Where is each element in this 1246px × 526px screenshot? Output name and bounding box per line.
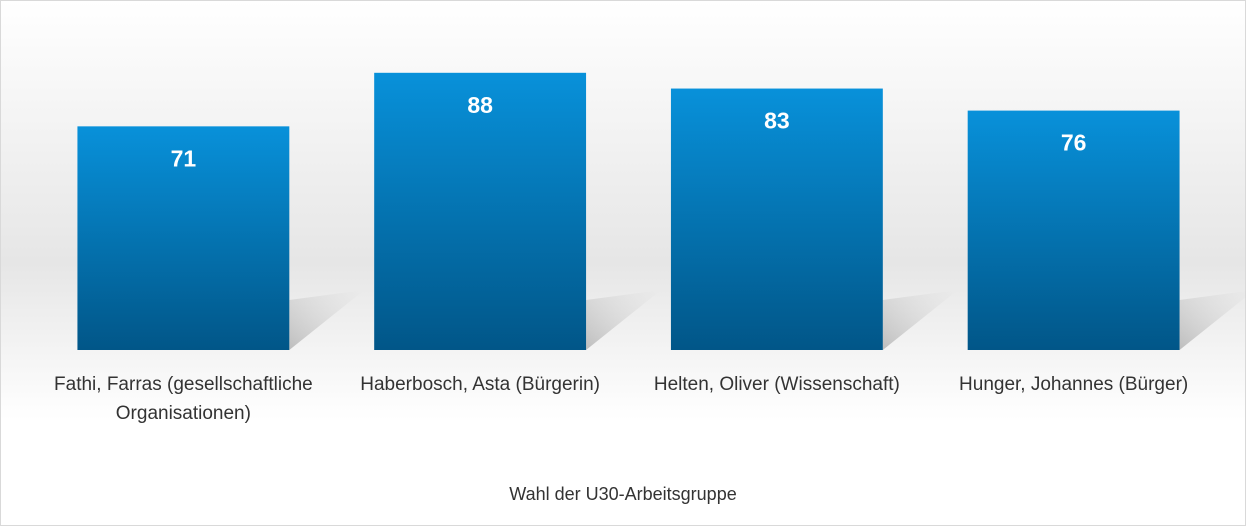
data-label: 88 [467,92,493,118]
x-tick-label: Helten, Oliver (Wissenschaft) [653,374,900,395]
x-tick-label: Haberbosch, Asta (Bürgerin) [360,374,600,395]
bar [967,110,1180,350]
x-tick-label: Hunger, Johannes (Bürger) [959,374,1189,395]
bar-shadow [882,290,958,350]
data-label: 71 [171,145,197,171]
data-label: 83 [764,108,790,134]
bar [77,126,290,350]
chart-title: Wahl der U30-Arbeitsgruppe [509,484,737,504]
bar-shadow [1179,291,1246,350]
x-tick-label: Fathi, Farras (gesellschaftliche Organis… [54,374,313,424]
bar [670,88,883,351]
data-label: 76 [1061,130,1087,156]
bar [374,72,587,351]
bar-shadow [586,290,662,350]
bar-shadow [289,290,365,350]
